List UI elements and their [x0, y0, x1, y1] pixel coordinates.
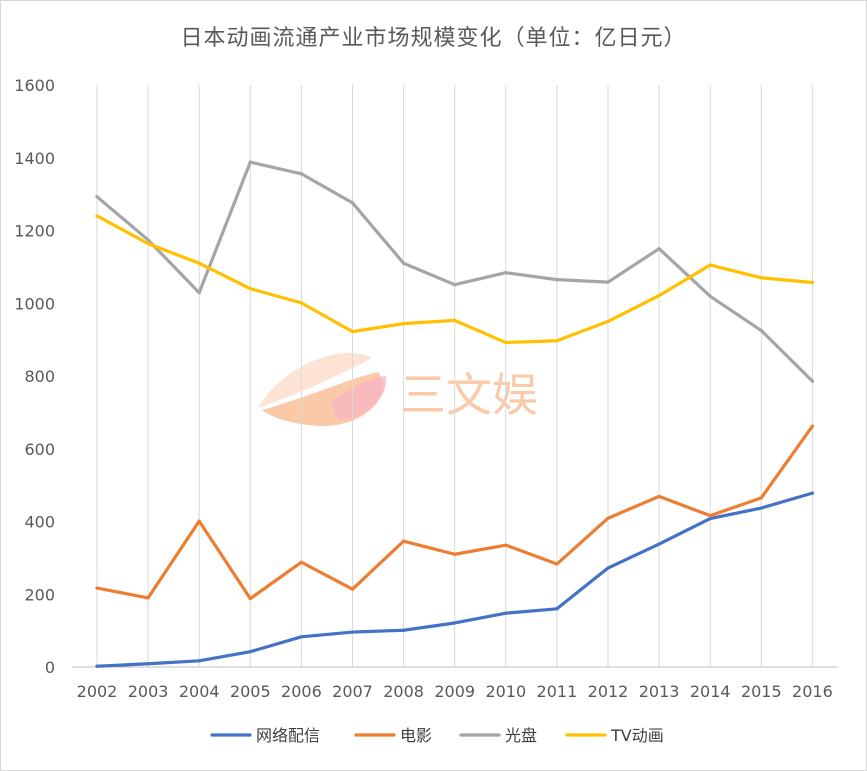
data-point — [402, 261, 406, 265]
y-tick-label: 200 — [24, 585, 55, 604]
data-point — [197, 519, 201, 523]
data-point — [606, 280, 610, 284]
x-tick-label: 2003 — [128, 682, 169, 701]
y-tick-label: 1200 — [14, 222, 55, 241]
y-tick-label: 1000 — [14, 294, 55, 313]
data-point — [657, 542, 661, 546]
data-point — [95, 586, 99, 590]
data-point — [146, 238, 150, 242]
data-point — [810, 424, 815, 428]
data-point — [197, 261, 201, 265]
x-tick-label: 2002 — [77, 682, 118, 701]
data-point — [606, 516, 610, 520]
data-point — [350, 630, 355, 634]
legend-label: 电影 — [400, 726, 432, 745]
data-point — [504, 543, 508, 547]
data-point — [759, 506, 763, 510]
data-point — [504, 340, 508, 345]
legend-label: TV动画 — [610, 726, 664, 745]
data-point — [759, 276, 763, 280]
x-tick-label: 2006 — [281, 682, 322, 701]
data-point — [248, 160, 252, 164]
x-tick-label: 2014 — [690, 682, 731, 701]
legend-label: 网络配信 — [256, 726, 320, 745]
data-point — [453, 283, 457, 287]
watermark-text: 三文娱 — [400, 368, 538, 422]
data-point — [248, 650, 252, 654]
x-tick-label: 2011 — [537, 682, 578, 701]
x-tick-label: 2013 — [639, 682, 680, 701]
data-point — [657, 494, 661, 499]
data-point — [453, 621, 457, 625]
chart-title: 日本动画流通产业市场规模变化（单位：亿日元） — [180, 26, 687, 51]
data-point — [759, 328, 763, 333]
watermark-logo-icon — [258, 352, 387, 427]
data-point — [197, 659, 201, 663]
x-tick-label: 2007 — [332, 682, 373, 701]
data-point — [810, 491, 815, 495]
axes: 0 200 400 600 800 1000 1200 1400 1600 2002 2003 200… — [14, 76, 838, 701]
data-point — [197, 291, 201, 295]
data-point — [350, 330, 355, 334]
legend: 网络配信 电影 光盘 TV动画 — [210, 726, 664, 745]
y-tick-label: 0 — [45, 658, 55, 677]
data-point — [95, 214, 99, 218]
y-tick-label: 800 — [24, 367, 55, 386]
data-point — [146, 662, 150, 666]
data-point — [708, 263, 712, 267]
x-tick-label: 2012 — [588, 682, 629, 701]
x-tick-label: 2005 — [230, 682, 271, 701]
y-tick-label: 1600 — [14, 76, 55, 95]
data-point — [146, 241, 150, 246]
data-point — [555, 339, 559, 343]
data-point — [810, 379, 815, 383]
data-point — [555, 562, 559, 566]
data-point — [402, 539, 406, 543]
data-point — [657, 294, 661, 298]
data-point — [95, 664, 99, 668]
x-tick-label: 2004 — [179, 682, 220, 701]
data-point — [606, 319, 610, 324]
data-point — [708, 294, 712, 298]
legend-label: 光盘 — [505, 726, 537, 745]
data-point — [555, 607, 559, 611]
data-point — [299, 560, 303, 564]
data-point — [95, 195, 99, 199]
x-tick-label: 2015 — [741, 682, 782, 701]
y-tick-label: 600 — [24, 440, 55, 459]
data-point — [350, 201, 355, 205]
data-point — [504, 611, 508, 615]
data-point — [504, 271, 508, 275]
data-point — [759, 496, 763, 500]
x-tick-label: 2016 — [792, 682, 833, 701]
data-point — [299, 635, 303, 639]
data-point — [402, 322, 406, 326]
data-point — [248, 597, 252, 601]
data-point — [708, 516, 712, 521]
x-tick-label: 2008 — [383, 682, 424, 701]
data-point — [402, 628, 406, 632]
data-point — [146, 596, 150, 600]
series-lines — [95, 160, 815, 668]
data-point — [810, 280, 815, 285]
data-point — [248, 287, 252, 291]
data-point — [299, 172, 303, 176]
watermark: 三文娱 — [258, 352, 538, 427]
data-point — [657, 247, 661, 251]
data-point — [555, 278, 559, 282]
data-point — [606, 566, 610, 570]
data-point — [453, 552, 457, 556]
data-point — [350, 587, 355, 591]
x-tick-label: 2009 — [434, 682, 475, 701]
data-point — [299, 301, 303, 305]
data-point — [453, 318, 457, 322]
y-tick-label: 1400 — [14, 149, 55, 168]
vertical-gridlines — [96, 85, 813, 667]
data-point — [708, 514, 712, 518]
y-tick-label: 400 — [24, 513, 55, 532]
x-tick-label: 2010 — [485, 682, 526, 701]
